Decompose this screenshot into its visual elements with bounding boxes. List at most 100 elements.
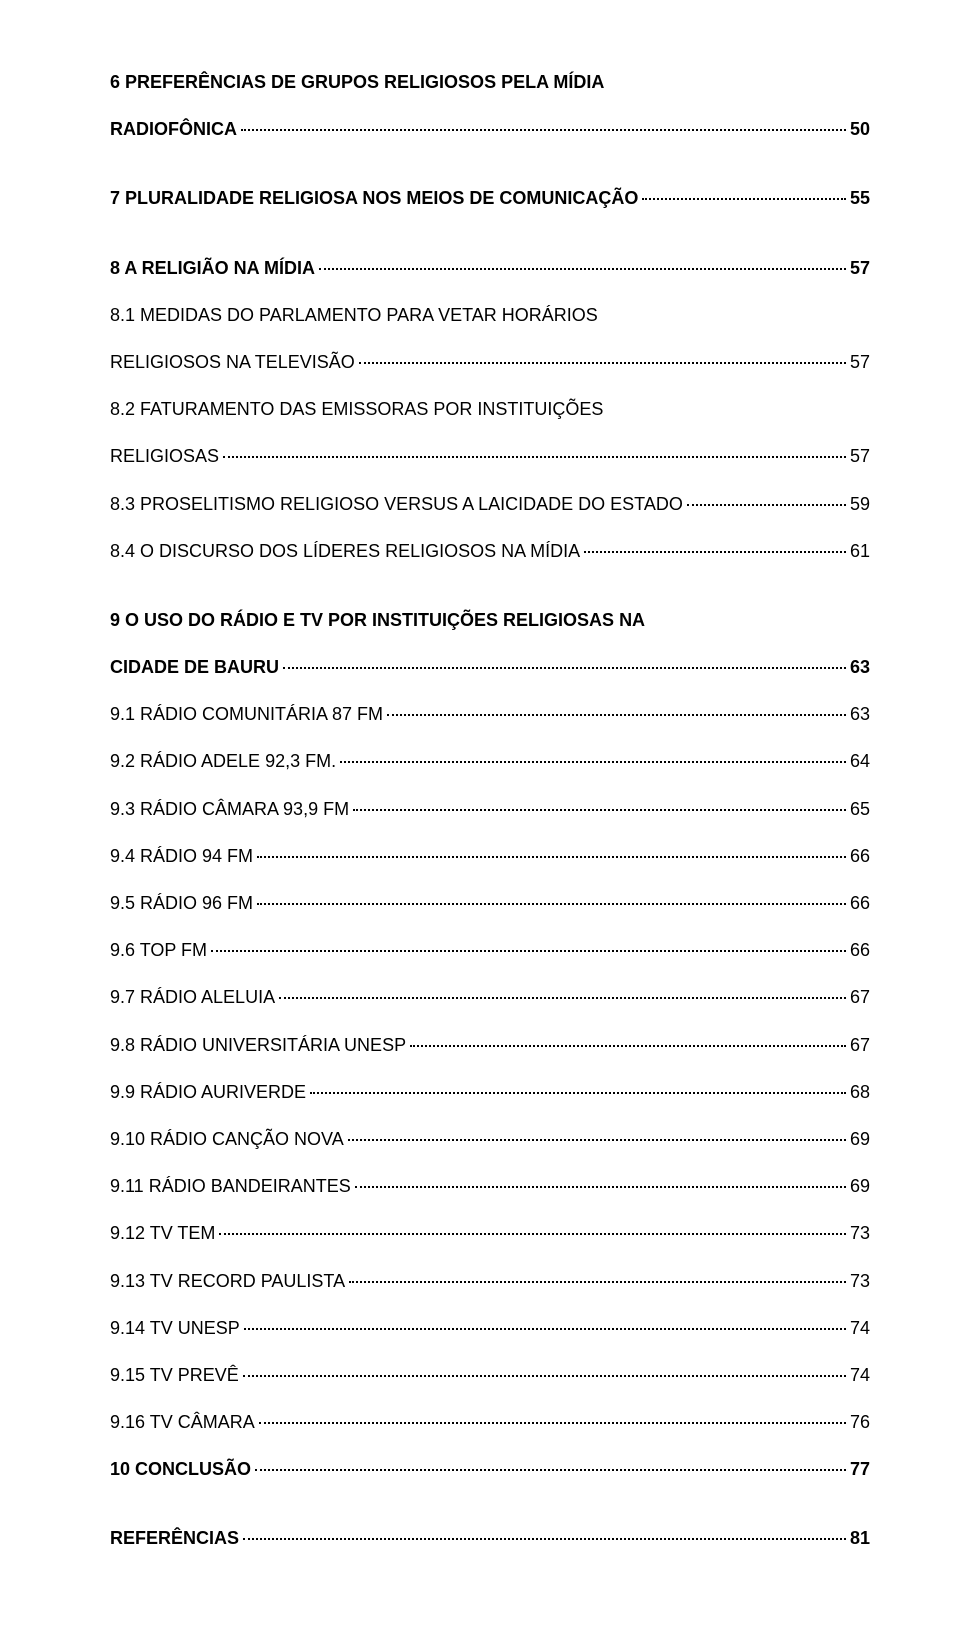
toc-dots — [387, 714, 846, 716]
toc-entry-line2: RELIGIOSOS NA TELEVISÃO 57 — [110, 350, 870, 375]
toc-label: 8.3 PROSELITISMO RELIGIOSO VERSUS A LAIC… — [110, 492, 683, 517]
toc-entry: 9.16 TV CÂMARA 76 — [110, 1410, 870, 1435]
toc-page-number: 50 — [850, 117, 870, 142]
toc-label: 9.2 RÁDIO ADELE 92,3 FM. — [110, 749, 336, 774]
toc-label-line2: RELIGIOSAS — [110, 444, 219, 469]
toc-entry: 9.15 TV PREVÊ 74 — [110, 1363, 870, 1388]
toc-page-number: 66 — [850, 844, 870, 869]
toc-page: 6 PREFERÊNCIAS DE GRUPOS RELIGIOSOS PELA… — [0, 0, 960, 1634]
toc-page-number: 81 — [850, 1526, 870, 1551]
toc-entry: 7 PLURALIDADE RELIGIOSA NOS MEIOS DE COM… — [110, 186, 870, 211]
toc-entry: 9.6 TOP FM66 — [110, 938, 870, 963]
toc-dots — [349, 1281, 846, 1283]
toc-label: 9.3 RÁDIO CÂMARA 93,9 FM — [110, 797, 349, 822]
toc-dots — [255, 1469, 846, 1471]
toc-label: 9.7 RÁDIO ALELUIA — [110, 985, 275, 1010]
toc-label: 9.4 RÁDIO 94 FM — [110, 844, 253, 869]
toc-label: 9.5 RÁDIO 96 FM — [110, 891, 253, 916]
toc-dots — [410, 1045, 846, 1047]
toc-page-number: 59 — [850, 492, 870, 517]
toc-entry: 9.3 RÁDIO CÂMARA 93,9 FM 65 — [110, 797, 870, 822]
toc-label: 9.14 TV UNESP — [110, 1316, 240, 1341]
toc-entry: 10 CONCLUSÃO 77 — [110, 1457, 870, 1482]
toc-dots — [642, 198, 846, 200]
toc-page-number: 67 — [850, 985, 870, 1010]
toc-label: 9.16 TV CÂMARA — [110, 1410, 255, 1435]
toc-label: 9.8 RÁDIO UNIVERSITÁRIA UNESP — [110, 1033, 406, 1058]
toc-entry: 9.5 RÁDIO 96 FM 66 — [110, 891, 870, 916]
toc-dots — [257, 903, 846, 905]
toc-entry-line2: CIDADE DE BAURU63 — [110, 655, 870, 680]
toc-page-number: 68 — [850, 1080, 870, 1105]
toc-label: 8 A RELIGIÃO NA MÍDIA — [110, 256, 315, 281]
toc-page-number: 66 — [850, 891, 870, 916]
toc-page-number: 55 — [850, 186, 870, 211]
toc-dots — [319, 268, 846, 270]
toc-dots — [687, 504, 846, 506]
toc-page-number: 63 — [850, 702, 870, 727]
toc-page-number: 69 — [850, 1127, 870, 1152]
toc-label-line1: 8.1 MEDIDAS DO PARLAMENTO PARA VETAR HOR… — [110, 303, 870, 328]
toc-page-number: 57 — [850, 444, 870, 469]
toc-label: 9.15 TV PREVÊ — [110, 1363, 239, 1388]
toc-page-number: 66 — [850, 938, 870, 963]
toc-spacer — [110, 164, 870, 186]
toc-dots — [257, 856, 846, 858]
toc-dots — [359, 362, 846, 364]
toc-dots — [243, 1538, 846, 1540]
toc-entry: 8 A RELIGIÃO NA MÍDIA57 — [110, 256, 870, 281]
toc-label: 10 CONCLUSÃO — [110, 1457, 251, 1482]
toc-entry: 8.3 PROSELITISMO RELIGIOSO VERSUS A LAIC… — [110, 492, 870, 517]
toc-entry: 9.1 RÁDIO COMUNITÁRIA 87 FM 63 — [110, 702, 870, 727]
toc-page-number: 73 — [850, 1269, 870, 1294]
toc-entry-line2: RADIOFÔNICA 50 — [110, 117, 870, 142]
toc-label-line1: 8.2 FATURAMENTO DAS EMISSORAS POR INSTIT… — [110, 397, 870, 422]
toc-entry-multiline: 6 PREFERÊNCIAS DE GRUPOS RELIGIOSOS PELA… — [110, 70, 870, 142]
toc-dots — [243, 1375, 846, 1377]
toc-entry-multiline: 8.1 MEDIDAS DO PARLAMENTO PARA VETAR HOR… — [110, 303, 870, 375]
toc-dots — [211, 950, 846, 952]
toc-page-number: 64 — [850, 749, 870, 774]
toc-label: 9.1 RÁDIO COMUNITÁRIA 87 FM — [110, 702, 383, 727]
toc-spacer — [110, 586, 870, 608]
toc-dots — [241, 129, 846, 131]
toc-page-number: 67 — [850, 1033, 870, 1058]
toc-entry: 9.2 RÁDIO ADELE 92,3 FM. 64 — [110, 749, 870, 774]
toc-label-line1: 6 PREFERÊNCIAS DE GRUPOS RELIGIOSOS PELA… — [110, 70, 870, 95]
toc-entry: REFERÊNCIAS 81 — [110, 1526, 870, 1551]
toc-entry: 9.10 RÁDIO CANÇÃO NOVA 69 — [110, 1127, 870, 1152]
toc-entry: 9.13 TV RECORD PAULISTA73 — [110, 1269, 870, 1294]
toc-label-line2: RELIGIOSOS NA TELEVISÃO — [110, 350, 355, 375]
toc-dots — [310, 1092, 846, 1094]
toc-entry-multiline: 8.2 FATURAMENTO DAS EMISSORAS POR INSTIT… — [110, 397, 870, 469]
toc-page-number: 74 — [850, 1363, 870, 1388]
toc-entry: 9.12 TV TEM 73 — [110, 1221, 870, 1246]
toc-dots — [584, 551, 846, 553]
toc-label-line2: RADIOFÔNICA — [110, 117, 237, 142]
toc-label-line2: CIDADE DE BAURU — [110, 655, 279, 680]
toc-label: 9.12 TV TEM — [110, 1221, 215, 1246]
toc-label: REFERÊNCIAS — [110, 1526, 239, 1551]
toc-page-number: 65 — [850, 797, 870, 822]
toc-entry: 9.14 TV UNESP74 — [110, 1316, 870, 1341]
toc-entry: 9.4 RÁDIO 94 FM 66 — [110, 844, 870, 869]
toc-entry: 9.8 RÁDIO UNIVERSITÁRIA UNESP 67 — [110, 1033, 870, 1058]
toc-entry: 9.7 RÁDIO ALELUIA 67 — [110, 985, 870, 1010]
toc-dots — [355, 1186, 846, 1188]
toc-dots — [348, 1139, 846, 1141]
toc-label-line1: 9 O USO DO RÁDIO E TV POR INSTITUIÇÕES R… — [110, 608, 870, 633]
toc-page-number: 57 — [850, 350, 870, 375]
toc-dots — [223, 456, 846, 458]
toc-spacer — [110, 234, 870, 256]
toc-spacer — [110, 1504, 870, 1526]
toc-label: 9.11 RÁDIO BANDEIRANTES — [110, 1174, 351, 1199]
toc-label: 8.4 O DISCURSO DOS LÍDERES RELIGIOSOS NA… — [110, 539, 580, 564]
toc-entry: 8.4 O DISCURSO DOS LÍDERES RELIGIOSOS NA… — [110, 539, 870, 564]
toc-entry: 9.9 RÁDIO AURIVERDE68 — [110, 1080, 870, 1105]
toc-page-number: 77 — [850, 1457, 870, 1482]
toc-entry-line2: RELIGIOSAS 57 — [110, 444, 870, 469]
toc-label: 9.10 RÁDIO CANÇÃO NOVA — [110, 1127, 344, 1152]
toc-page-number: 76 — [850, 1410, 870, 1435]
toc-dots — [279, 997, 846, 999]
toc-page-number: 73 — [850, 1221, 870, 1246]
